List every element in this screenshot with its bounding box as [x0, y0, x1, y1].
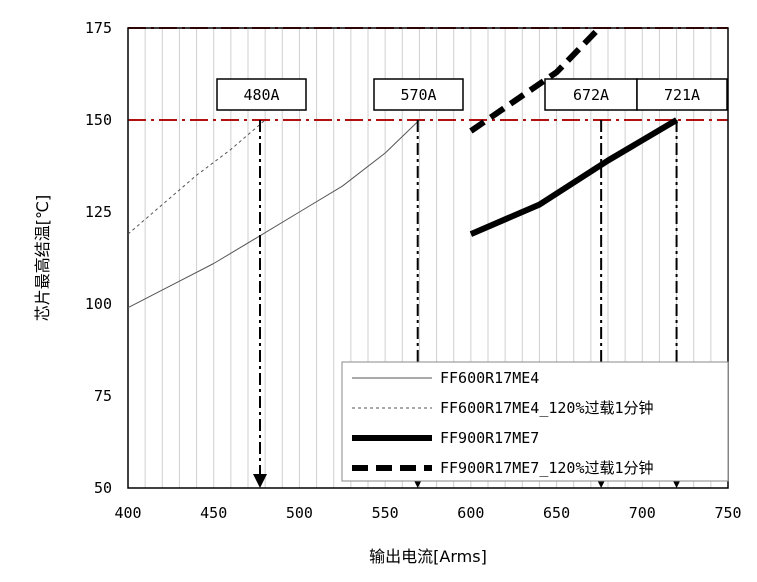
series-line	[469, 117, 679, 237]
plot-frame	[127, 27, 729, 489]
y-tick-label: 50	[94, 479, 112, 497]
x-tick-label: 400	[114, 504, 141, 522]
x-tick-label: 700	[629, 504, 656, 522]
annotation-label: 480A	[243, 86, 279, 104]
annotation-arrow	[253, 474, 267, 488]
y-tick-label: 125	[85, 203, 112, 221]
legend-entry: FF900R17ME7_120%过载1分钟	[440, 459, 654, 477]
annotation-label: 570A	[400, 86, 436, 104]
legend-box	[341, 361, 729, 482]
y-tick-label: 75	[94, 387, 112, 405]
annotation-labels: 480A 570A 672A 721A	[216, 78, 728, 111]
annotation-box	[373, 78, 464, 111]
annotation-label: 672A	[573, 86, 609, 104]
legend: FF600R17ME4 FF600R17ME4_120%过载1分钟 FF900R17…	[341, 361, 729, 482]
legend-entry: FF600R17ME4	[440, 369, 539, 387]
series-line	[469, 25, 602, 134]
x-tick-label: 450	[200, 504, 227, 522]
y-tick-label: 175	[85, 19, 112, 37]
legend-entry: FF600R17ME4_120%过载1分钟	[440, 399, 654, 417]
x-tick-label: 500	[286, 504, 313, 522]
x-tick-label: 550	[372, 504, 399, 522]
annotation-box	[636, 78, 728, 111]
series-line	[127, 119, 420, 309]
annotation-box	[544, 78, 638, 111]
x-tick-label: 650	[543, 504, 570, 522]
tick-labels: 400 450 500 550 600 650 700 750 50 75 100 125 150 175	[85, 19, 742, 522]
y-tick-label: 150	[85, 111, 112, 129]
legend-entry: FF900R17ME7	[440, 429, 539, 447]
x-tick-label: 600	[457, 504, 484, 522]
legend-items: FF600R17ME4 FF600R17ME4_120%过载1分钟 FF900R17…	[352, 369, 654, 477]
x-tick-label: 750	[714, 504, 741, 522]
series-layer	[127, 25, 679, 309]
annotation-label: 721A	[664, 86, 700, 104]
y-axis-label: 芯片最高结温[℃]	[33, 195, 52, 321]
y-tick-label: 100	[85, 295, 112, 313]
x-axis-label: 输出电流[Arms]	[369, 547, 487, 566]
series-line	[127, 119, 266, 235]
annotation-box	[216, 78, 307, 111]
